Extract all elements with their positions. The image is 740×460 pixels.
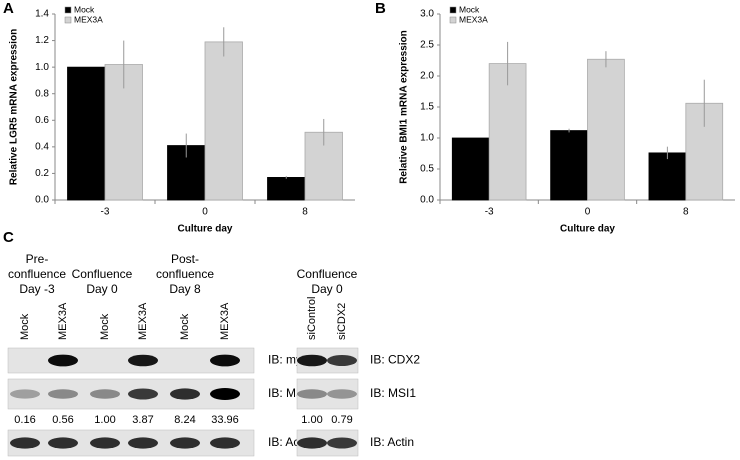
band [297, 437, 327, 449]
group-header: Confluence [72, 267, 133, 281]
band [128, 388, 158, 400]
group-header: Day 0 [86, 282, 118, 296]
panel-label: B [375, 0, 386, 17]
lane-label: siControl [306, 297, 318, 340]
band [327, 355, 357, 366]
bar [451, 137, 490, 201]
bar [67, 66, 106, 201]
y-tick-label: 1.2 [35, 35, 49, 46]
x-tick-label: 8 [302, 207, 308, 218]
quantification: 8.24 [174, 414, 195, 426]
x-tick-label: -3 [101, 207, 110, 218]
legend-label: MEX3A [74, 14, 103, 24]
y-tick-label: 0.6 [35, 115, 49, 126]
y-tick-label: 0.8 [35, 88, 49, 99]
band [90, 437, 120, 449]
lane-label: Mock [99, 313, 111, 340]
quantification: 0.16 [14, 414, 35, 426]
band [210, 388, 240, 400]
band [48, 437, 78, 449]
blot-label: IB: CDX2 [370, 353, 420, 367]
group-header: Confluence [297, 267, 358, 281]
lane-label: siCDX2 [336, 303, 348, 340]
band [327, 437, 357, 449]
legend-swatch [64, 6, 72, 14]
band [48, 354, 78, 367]
y-tick-label: 0.0 [420, 195, 434, 206]
y-tick-label: 0.2 [35, 168, 49, 179]
y-tick-label: 2.5 [420, 40, 434, 51]
y-tick-label: 1.4 [35, 9, 49, 20]
band [210, 354, 240, 367]
x-axis-label: Culture day [560, 224, 615, 235]
band [10, 437, 40, 449]
x-axis-label: Culture day [177, 224, 232, 235]
group-header: confluence [8, 267, 66, 281]
y-tick-label: 2.0 [420, 71, 434, 82]
bar [550, 130, 588, 201]
y-tick-label: 1.0 [35, 62, 49, 73]
band [297, 354, 327, 367]
blot-label: IB: MSI1 [370, 386, 416, 400]
x-tick-label: 0 [585, 207, 591, 218]
group-header: Day 8 [169, 282, 201, 296]
quantification: 33.96 [211, 414, 239, 426]
bar [488, 63, 527, 201]
quantification: 1.00 [94, 414, 115, 426]
y-axis-label: Relative BMI1 mRNA expression [399, 30, 410, 184]
quantification: 1.00 [301, 414, 322, 426]
y-axis-label: Relative LGR5 mRNA expression [9, 29, 20, 185]
x-tick-label: 8 [683, 207, 689, 218]
bar [267, 177, 306, 201]
bar [648, 152, 687, 201]
panel-label: A [3, 0, 14, 17]
y-tick-label: 0.4 [35, 141, 49, 152]
legend-swatch [449, 16, 457, 24]
legend-label: MEX3A [459, 14, 488, 24]
group-header: Day -3 [19, 282, 55, 296]
y-tick-label: 0.5 [420, 164, 434, 175]
legend-label: Mock [74, 4, 95, 14]
legend-label: Mock [459, 4, 480, 14]
bar [204, 41, 243, 201]
band [128, 437, 158, 449]
band [48, 389, 78, 399]
band [128, 354, 158, 367]
bar [587, 58, 625, 201]
lane-label: MEX3A [137, 302, 149, 340]
blot [296, 378, 359, 410]
band [170, 437, 200, 449]
y-tick-label: 1.0 [420, 133, 434, 144]
group-header: Day 0 [311, 282, 343, 296]
band [90, 389, 120, 399]
lane-label: Mock [179, 313, 191, 340]
band [10, 389, 40, 399]
y-tick-label: 3.0 [420, 9, 434, 20]
quantification: 0.79 [331, 414, 352, 426]
band [327, 389, 357, 399]
group-header: Post- [171, 252, 199, 266]
legend-swatch [64, 16, 72, 24]
y-tick-label: 1.5 [420, 102, 434, 113]
band [210, 437, 240, 449]
lane-label: MEX3A [57, 302, 69, 340]
x-tick-label: -3 [485, 207, 494, 218]
quantification: 0.56 [52, 414, 73, 426]
y-tick-label: 0.0 [35, 195, 49, 206]
blot-label: IB: Actin [370, 435, 414, 449]
lane-label: Mock [19, 313, 31, 340]
band [297, 389, 327, 399]
group-header: Pre- [26, 252, 49, 266]
band [170, 388, 200, 400]
group-header: confluence [156, 267, 214, 281]
lane-label: MEX3A [219, 302, 231, 340]
panel-label: C [3, 229, 14, 246]
legend-swatch [449, 6, 457, 14]
quantification: 3.87 [132, 414, 153, 426]
x-tick-label: 0 [202, 207, 208, 218]
